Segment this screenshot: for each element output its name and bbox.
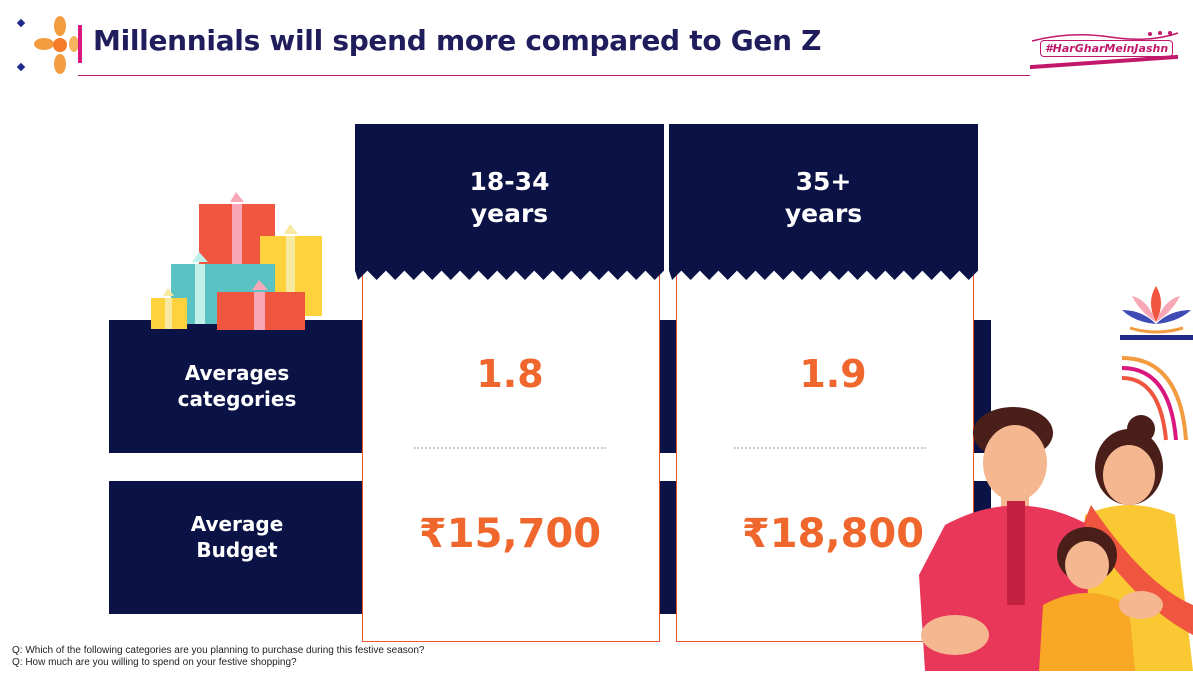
row-label-line: Budget bbox=[196, 538, 278, 562]
hashtag-badge: #HarGharMeinJashn bbox=[1040, 40, 1174, 57]
dotted-divider bbox=[414, 447, 606, 449]
family-illustration bbox=[915, 405, 1193, 671]
column-header-line: years bbox=[784, 199, 863, 228]
column-header-line: 35+ bbox=[795, 167, 852, 196]
lotus-icon bbox=[1120, 282, 1193, 342]
row-label-line: Average bbox=[190, 512, 284, 536]
dotted-divider bbox=[734, 447, 926, 449]
row-label-categories: Averages categories bbox=[109, 360, 365, 412]
value-categories-18-34: 1.8 bbox=[476, 352, 544, 396]
column-header-label-18-34: 18-34 years bbox=[355, 166, 664, 230]
brand-logo bbox=[14, 14, 80, 78]
column-header-18-34 bbox=[355, 124, 664, 280]
value-budget-35-plus: ₹18,800 bbox=[741, 511, 925, 557]
hashtag-decoration bbox=[1030, 28, 1180, 42]
title-divider bbox=[78, 75, 1030, 76]
swirl-decoration bbox=[1120, 352, 1193, 442]
footnote-categories: Q: Which of the following categories are… bbox=[12, 645, 425, 656]
column-header-35-plus bbox=[669, 124, 978, 280]
footnote-budget: Q: How much are you willing to spend on … bbox=[12, 657, 297, 668]
title-accent-bar bbox=[78, 25, 82, 63]
page-title: Millennials will spend more compared to … bbox=[93, 24, 822, 57]
column-card-18-34 bbox=[362, 272, 660, 642]
column-header-label-35-plus: 35+ years bbox=[669, 166, 978, 230]
column-header-line: 18-34 bbox=[469, 167, 550, 196]
row-label-line: categories bbox=[177, 387, 297, 411]
row-label-line: Averages bbox=[184, 361, 290, 385]
gift-boxes-illustration bbox=[150, 188, 326, 333]
row-label-budget: Average Budget bbox=[109, 511, 365, 563]
value-budget-18-34: ₹15,700 bbox=[418, 511, 602, 557]
column-header-line: years bbox=[470, 199, 549, 228]
value-categories-35-plus: 1.9 bbox=[799, 352, 867, 396]
